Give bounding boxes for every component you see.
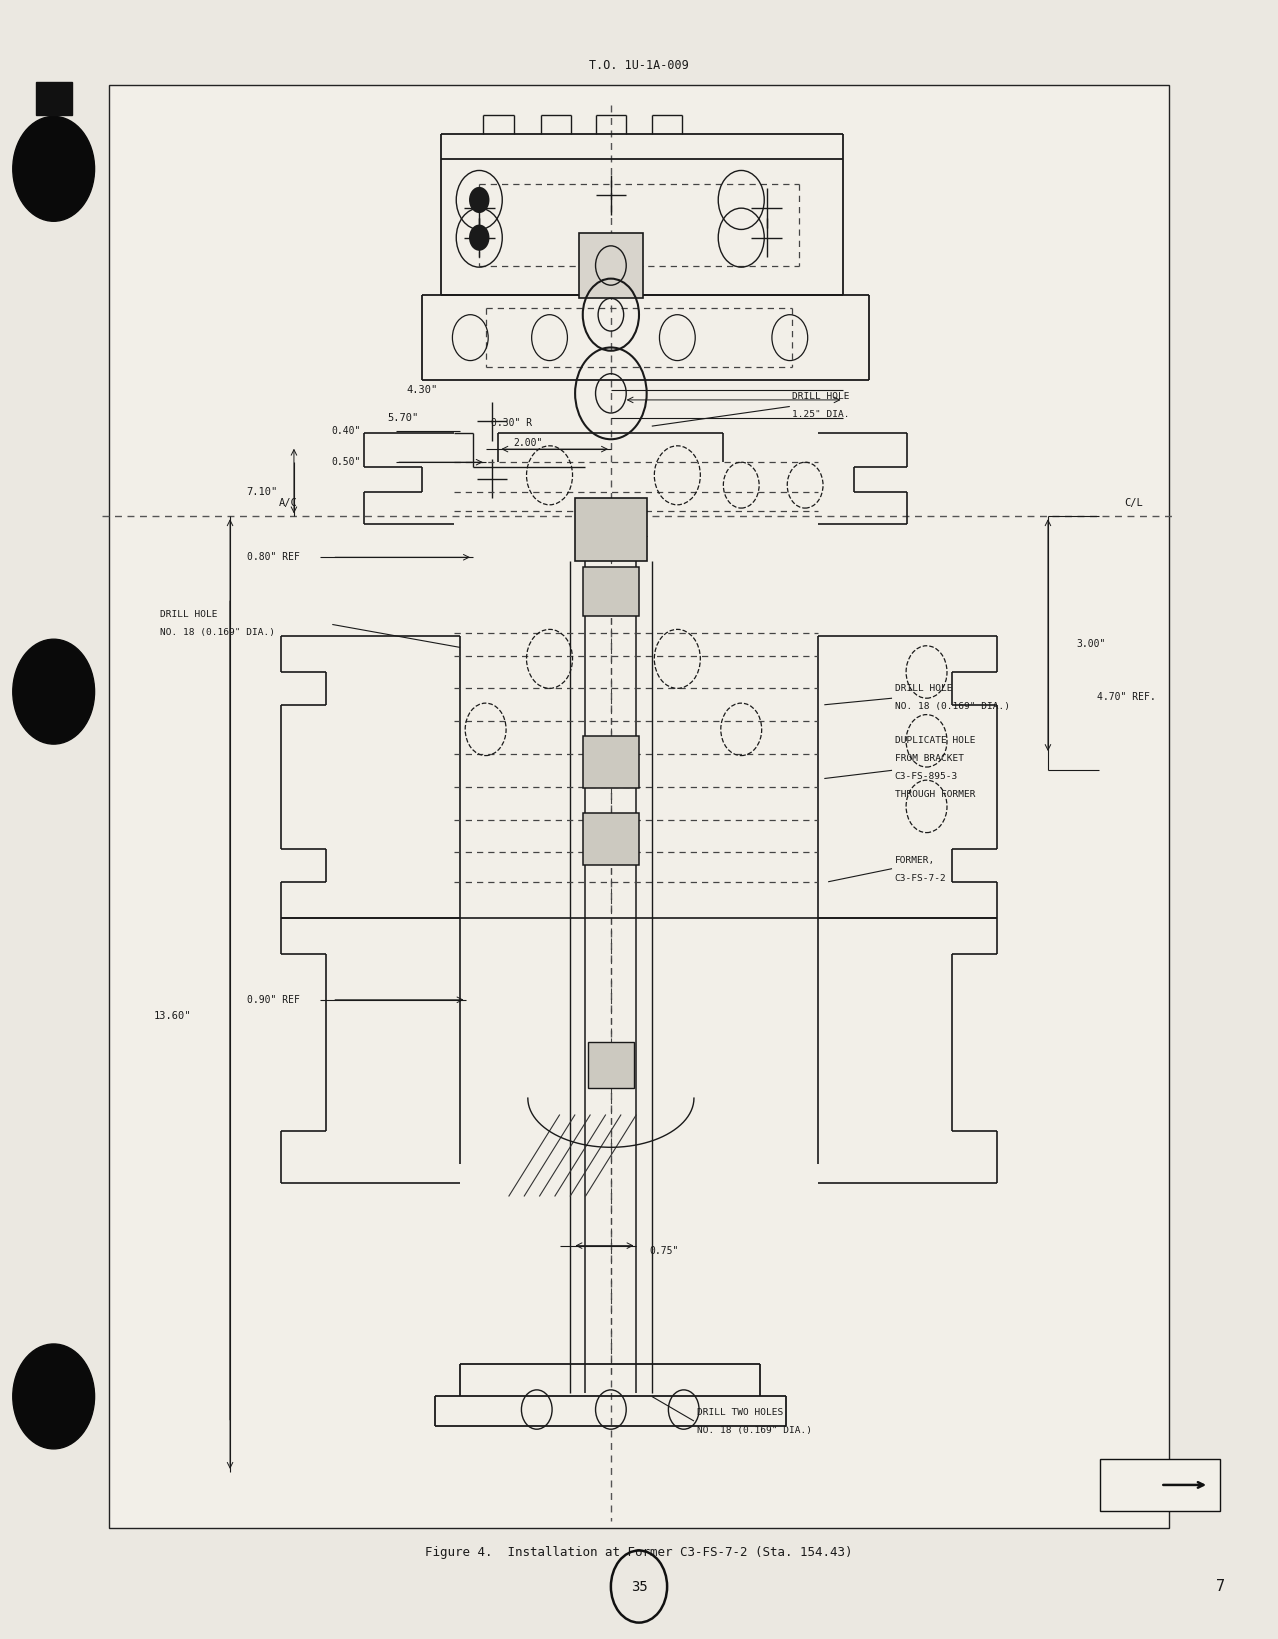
Text: TOP: TOP [1125, 1480, 1145, 1490]
Text: Figure 4.  Installation at Former C3-FS-7-2 (Sta. 154.43): Figure 4. Installation at Former C3-FS-7… [426, 1546, 852, 1559]
Bar [583, 736, 639, 788]
Bar [579, 233, 643, 298]
Circle shape [13, 1344, 95, 1449]
Text: FROM BRACKET: FROM BRACKET [895, 754, 964, 764]
FancyBboxPatch shape [1100, 1459, 1220, 1511]
Text: 3.00": 3.00" [1076, 639, 1105, 649]
Circle shape [13, 639, 95, 744]
Text: C/L: C/L [1125, 498, 1144, 508]
Bar [109, 85, 1169, 1528]
Text: 1.25" DIA.: 1.25" DIA. [792, 410, 850, 420]
Circle shape [469, 225, 489, 251]
Bar [588, 1042, 634, 1088]
Text: 4.30": 4.30" [406, 385, 437, 395]
Text: 7: 7 [1215, 1578, 1226, 1595]
Circle shape [469, 187, 489, 213]
Text: DRILL HOLE: DRILL HOLE [792, 392, 850, 402]
Bar [583, 813, 639, 865]
Text: NO. 18 (0.169" DIA.): NO. 18 (0.169" DIA.) [160, 628, 275, 638]
Text: T.O. 1U-1A-009: T.O. 1U-1A-009 [589, 59, 689, 72]
Text: 0.90" REF: 0.90" REF [248, 995, 300, 1005]
Text: 35: 35 [630, 1580, 648, 1593]
Text: DRILL HOLE: DRILL HOLE [160, 610, 217, 620]
Text: DRILL TWO HOLES: DRILL TWO HOLES [697, 1408, 782, 1418]
Text: THROUGH FORMER: THROUGH FORMER [895, 790, 975, 800]
Text: NO. 18 (0.169" DIA.): NO. 18 (0.169" DIA.) [697, 1426, 812, 1436]
Bar [36, 82, 72, 115]
Text: DUPLICATE HOLE: DUPLICATE HOLE [895, 736, 975, 746]
Text: 4.70" REF.: 4.70" REF. [1097, 692, 1155, 701]
Text: C3-FS-7-2: C3-FS-7-2 [895, 874, 946, 883]
Text: A/C: A/C [279, 498, 298, 508]
Circle shape [13, 116, 95, 221]
Text: 0.30" R: 0.30" R [491, 418, 532, 428]
Bar [583, 567, 639, 616]
Text: NO. 18 (0.169" DIA.): NO. 18 (0.169" DIA.) [895, 701, 1010, 711]
Text: DRILL HOLE: DRILL HOLE [895, 683, 952, 693]
Text: 0.75": 0.75" [651, 1246, 679, 1255]
Text: 0.50": 0.50" [331, 457, 360, 467]
Text: 2.00": 2.00" [514, 438, 542, 447]
Bar [575, 498, 647, 561]
Text: 5.70": 5.70" [387, 413, 418, 423]
Text: C3-FS-895-3: C3-FS-895-3 [895, 772, 957, 782]
Text: 0.40": 0.40" [331, 426, 360, 436]
Text: 13.60": 13.60" [153, 1011, 192, 1021]
Text: 7.10": 7.10" [247, 487, 277, 497]
Text: 0.80" REF: 0.80" REF [248, 552, 300, 562]
Text: FORMER,: FORMER, [895, 856, 934, 865]
